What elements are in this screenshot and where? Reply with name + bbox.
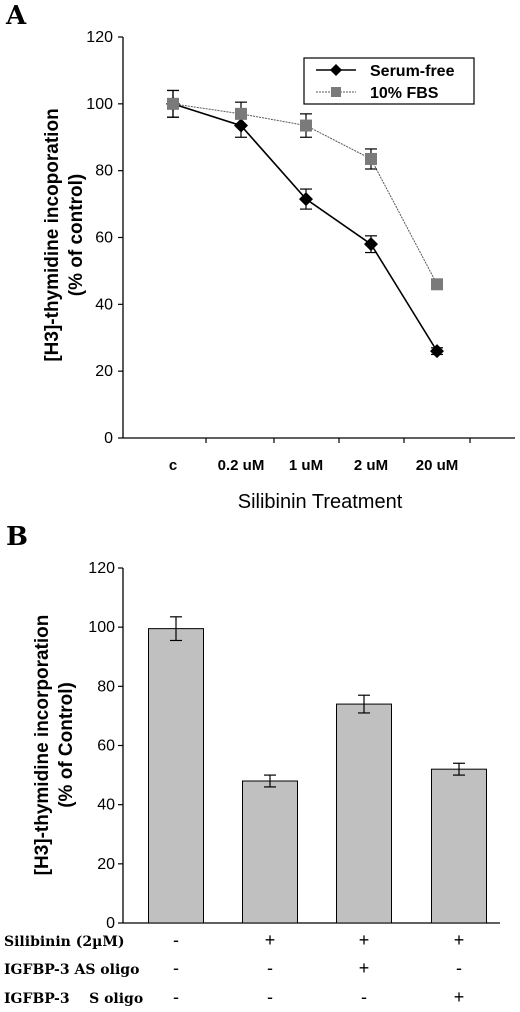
panel-b-y-tick-label: 100 (88, 619, 115, 636)
treatment-sign: + (359, 958, 370, 978)
panel-a-x-tick-label: 0.2 uM (218, 457, 265, 474)
treatment-sign: - (173, 987, 179, 1007)
panel-a-y-axis-title-line2: (% of control) (66, 174, 87, 296)
panel-b-y-axis-title-line2: (% of Control) (56, 682, 77, 808)
panel-a-y-tick-label: 60 (95, 230, 113, 247)
panel-b-y-tick-label: 80 (97, 678, 115, 695)
bar (431, 768, 487, 924)
panel-a-y-tick-label: 80 (95, 163, 113, 180)
panel-a-y-tick-label: 100 (86, 96, 113, 113)
legend-marker-fbs (331, 87, 341, 97)
bar (148, 628, 204, 924)
legend-marker-serum-free (330, 64, 342, 76)
panel-a-y-tick-label: 40 (95, 296, 113, 313)
bar (242, 780, 298, 924)
treatment-sign: + (265, 930, 276, 950)
treatment-sign: - (173, 958, 179, 978)
data-point-serum-free (364, 237, 378, 252)
data-point-fbs (235, 107, 247, 120)
panel-b-letter: B (6, 522, 28, 552)
data-point-fbs (365, 152, 377, 165)
data-point-fbs (300, 119, 312, 132)
panel-a-y-tick-label: 20 (95, 363, 113, 380)
panel-a-chart: [H3]-thymidine incoporation (% of contro… (42, 29, 515, 513)
bar (336, 703, 392, 924)
treatment-sign: + (359, 930, 370, 950)
panel-b-y-tick-label: 60 (97, 738, 115, 755)
panel-b-chart: [H3]-thymidine incorporation (% of Contr… (4, 560, 500, 1007)
panel-b-y-tick-label: 40 (97, 797, 115, 814)
data-point-serum-free (299, 192, 313, 207)
series-line-0 (172, 103, 438, 352)
legend-label-serum-free: Serum-free (370, 63, 455, 80)
panel-a-y-axis-title-line1: [H3]-thymidine incoporation (42, 108, 63, 361)
series-line-1 (172, 103, 438, 285)
panel-b-y-tick-label: 120 (88, 560, 115, 577)
treatment-sign: + (454, 987, 465, 1007)
panel-a-y-tick-label: 0 (104, 430, 113, 447)
panel-a-x-tick-label: 2 uM (354, 457, 388, 474)
panel-a-legend: Serum-free 10% FBS (303, 57, 475, 105)
legend-label-fbs: 10% FBS (370, 85, 439, 102)
treatment-row-label: IGFBP-3 S oligo (4, 991, 143, 1007)
treatment-sign: - (173, 930, 179, 950)
data-point-fbs (431, 278, 443, 291)
panel-b-y-tick-label: 20 (97, 856, 115, 873)
treatment-sign: + (454, 930, 465, 950)
panel-a-x-tick-label: c (169, 457, 177, 474)
treatment-sign: - (267, 987, 273, 1007)
treatment-row-label: IGFBP-3 AS oligo (4, 962, 139, 978)
panel-a-y-tick-label: 120 (86, 29, 113, 46)
panel-b-y-axis-title-line1: [H3]-thymidine incorporation (32, 615, 53, 876)
treatment-sign: - (456, 958, 462, 978)
panel-a-x-tick-label: 1 uM (289, 457, 323, 474)
panel-a-x-tick-label: 20 uM (416, 457, 459, 474)
panel-b-y-tick-label: 0 (106, 915, 115, 932)
data-point-serum-free (430, 344, 444, 359)
treatment-sign: - (267, 958, 273, 978)
treatment-row-label: Silibinin (2µM) (4, 934, 124, 950)
treatment-sign: - (361, 987, 367, 1007)
panel-a-x-axis-title: Silibinin Treatment (238, 491, 403, 513)
panel-a-letter: A (5, 1, 27, 31)
data-point-fbs (167, 97, 179, 110)
